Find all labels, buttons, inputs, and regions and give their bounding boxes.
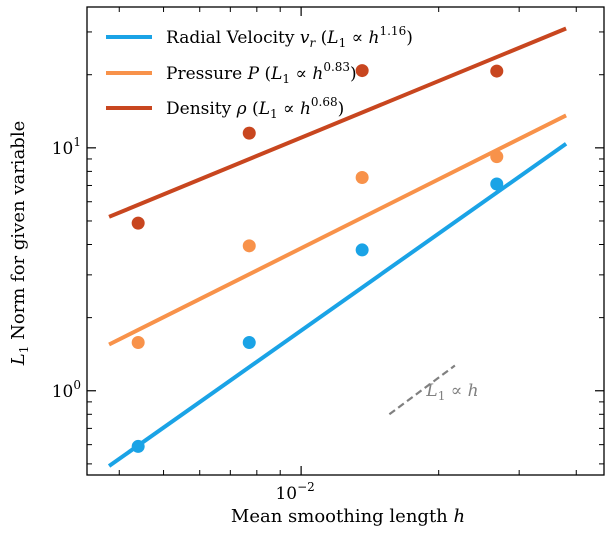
fit-line-3 bbox=[108, 26, 567, 219]
reference-slope-label: L1 ∝ h bbox=[425, 381, 478, 403]
legend: Radial Velocity vr (L1 ∝ h1.16) Pressure … bbox=[106, 24, 413, 121]
data-point-3-1 bbox=[131, 216, 145, 230]
data-point-2-4 bbox=[490, 150, 504, 164]
legend-label-2: Pressure P (L1 ∝ h0.83) bbox=[166, 60, 357, 86]
y-tick-label-2: 101 bbox=[52, 135, 81, 159]
series-1 bbox=[107, 142, 568, 468]
data-point-3-3 bbox=[355, 64, 369, 78]
fit-line-1 bbox=[107, 142, 568, 468]
plot-frame bbox=[86, 6, 605, 476]
y-tick-label-1: 100 bbox=[52, 378, 81, 402]
x-tick-label-1: 10−2 bbox=[275, 480, 314, 504]
plot-marks: L1 ∝ h bbox=[107, 26, 568, 468]
fit-line-2 bbox=[108, 113, 567, 347]
data-point-1-2 bbox=[242, 336, 256, 350]
y-axis-label: L1 Norm for given variable bbox=[8, 121, 31, 366]
x-axis-label: Mean smoothing length h bbox=[231, 506, 465, 527]
data-point-2-1 bbox=[131, 336, 145, 350]
axes-group: 100 101 10−2 bbox=[52, 6, 605, 504]
legend-item-3: Density ρ (L1 ∝ h0.68) bbox=[106, 95, 344, 121]
series-2 bbox=[108, 113, 567, 350]
reference-slope-line bbox=[388, 364, 456, 416]
data-point-2-3 bbox=[355, 170, 369, 184]
legend-label-3: Density ρ (L1 ∝ h0.68) bbox=[166, 95, 344, 121]
legend-item-2: Pressure P (L1 ∝ h0.83) bbox=[106, 60, 357, 86]
legend-item-1: Radial Velocity vr (L1 ∝ h1.16) bbox=[106, 24, 413, 50]
data-point-1-1 bbox=[131, 439, 145, 453]
legend-label-1: Radial Velocity vr (L1 ∝ h1.16) bbox=[166, 24, 413, 50]
data-point-1-3 bbox=[355, 243, 369, 257]
data-point-1-4 bbox=[490, 177, 504, 191]
data-point-3-4 bbox=[490, 64, 504, 78]
series-3 bbox=[108, 26, 567, 230]
data-point-2-2 bbox=[242, 239, 256, 253]
data-point-3-2 bbox=[242, 126, 256, 140]
